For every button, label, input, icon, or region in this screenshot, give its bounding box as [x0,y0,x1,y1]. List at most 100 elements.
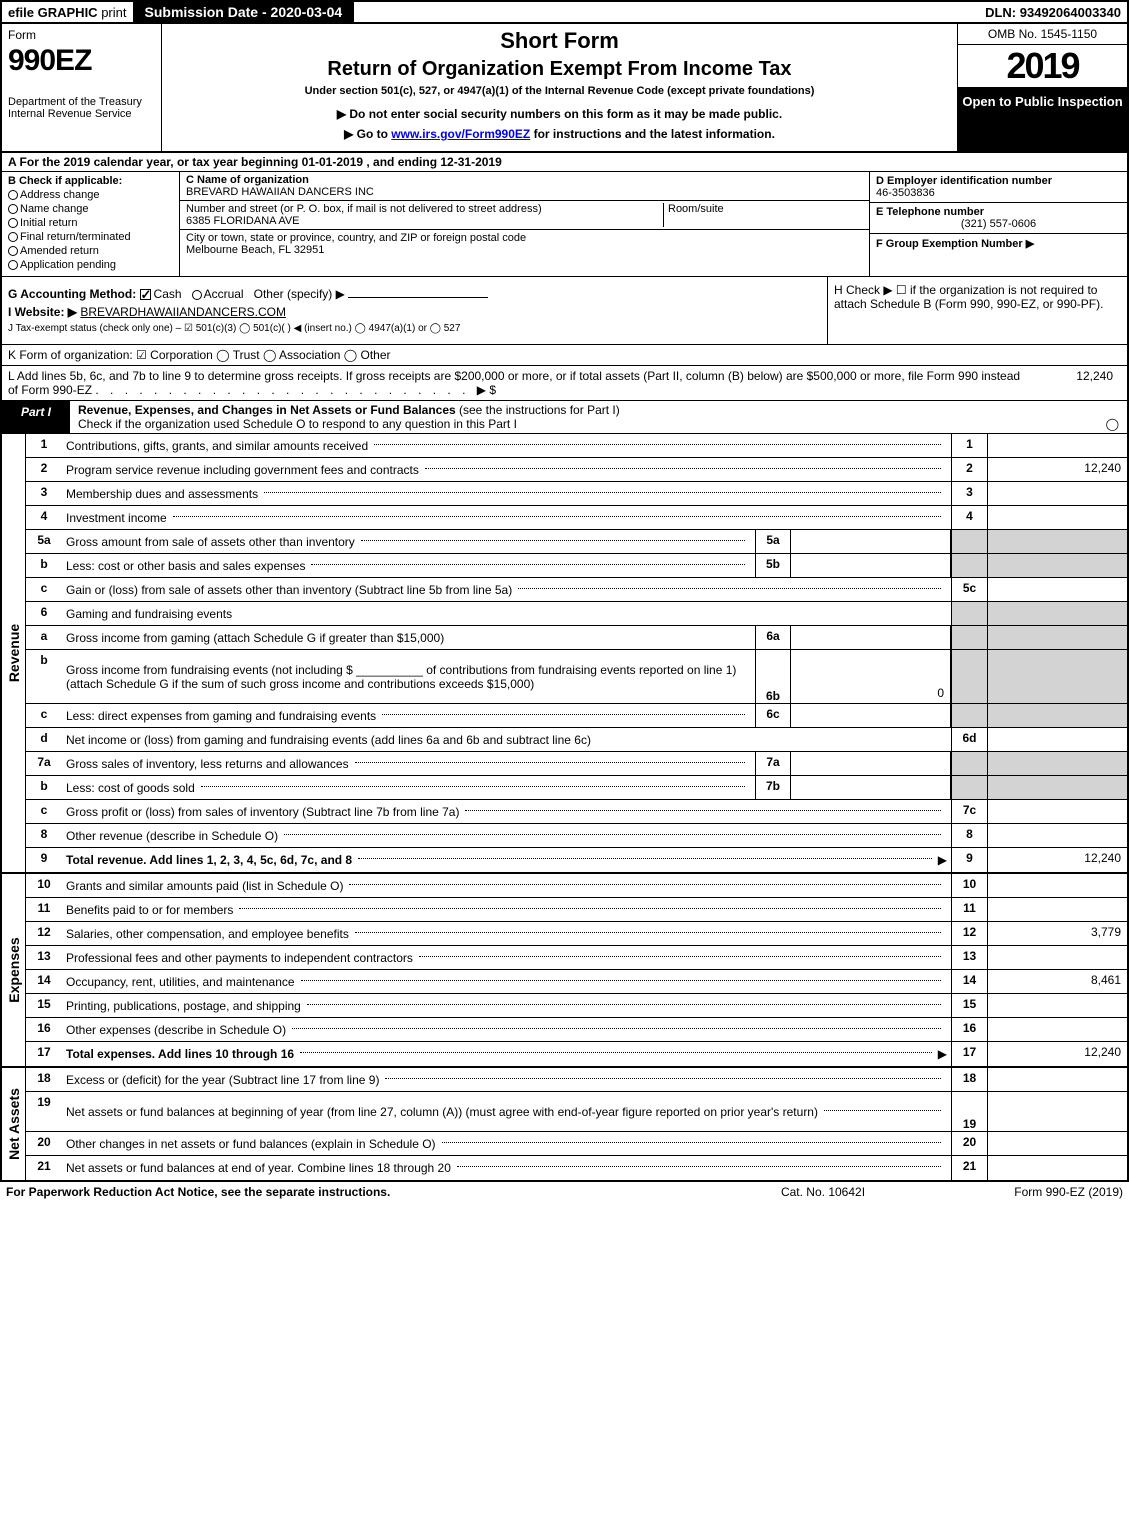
chk-address-change[interactable] [8,190,18,200]
ln6b-n: b [26,650,62,703]
efile-text: efile GRAPHIC [8,5,98,20]
ln14-rn: 14 [951,970,987,993]
g-other: Other (specify) ▶ [254,287,345,301]
ln6d-d: Net income or (loss) from gaming and fun… [66,733,591,747]
netassets-side-label: Net Assets [2,1068,26,1180]
ln12-rn: 12 [951,922,987,945]
ln13-rn: 13 [951,946,987,969]
ln7b-mv [791,776,951,799]
irs-link[interactable]: www.irs.gov/Form990EZ [391,127,530,141]
ln6-d: Gaming and fundraising events [66,607,232,621]
chk-name-change[interactable] [8,204,18,214]
street-value: 6385 FLORIDANA AVE [186,215,663,227]
website-value[interactable]: BREVARDHAWAIIANDANCERS.COM [80,305,286,319]
ln6a-rv-shade [987,626,1127,649]
ln5a-mv [791,530,951,553]
ln5c-d: Gain or (loss) from sale of assets other… [66,583,512,597]
opt-name-change: Name change [20,203,89,215]
chk-accrual[interactable] [192,290,202,300]
revenue-side-label: Revenue [2,434,26,872]
ln6-n: 6 [26,602,62,625]
ln2-rv: 12,240 [987,458,1127,481]
ln7b-mn: 7b [755,776,791,799]
form-subtitle: Under section 501(c), 527, or 4947(a)(1)… [170,85,949,97]
ln15-n: 15 [26,994,62,1017]
ln1-n: 1 [26,434,62,457]
street-label: Number and street (or P. O. box, if mail… [186,203,663,215]
dln-label: DLN: [985,5,1020,20]
ln20-d: Other changes in net assets or fund bala… [66,1137,436,1151]
ln7a-mv [791,752,951,775]
ln18-d: Excess or (deficit) for the year (Subtra… [66,1073,379,1087]
ln5a-mn: 5a [755,530,791,553]
ln21-rv [987,1156,1127,1180]
ln7a-rn-shade [951,752,987,775]
ln16-d: Other expenses (describe in Schedule O) [66,1023,286,1037]
ln7b-rv-shade [987,776,1127,799]
ln10-d: Grants and similar amounts paid (list in… [66,879,343,893]
part-1-check-o-box[interactable]: ◯ [1106,417,1119,431]
ln5b-rn-shade [951,554,987,577]
opt-application-pending: Application pending [20,259,116,271]
ln6c-rn-shade [951,704,987,727]
ln6c-n: c [26,704,62,727]
ln5c-rn: 5c [951,578,987,601]
row-a-tax-year: A For the 2019 calendar year, or tax yea… [0,153,1129,172]
ln11-rn: 11 [951,898,987,921]
part-1-check-o: Check if the organization used Schedule … [78,417,517,431]
ln7c-rn: 7c [951,800,987,823]
ln4-n: 4 [26,506,62,529]
ln9-d: Total revenue. Add lines 1, 2, 3, 4, 5c,… [66,853,352,867]
chk-cash[interactable] [140,289,151,300]
ln17-rn: 17 [951,1042,987,1066]
ln6c-rv-shade [987,704,1127,727]
ln14-n: 14 [26,970,62,993]
ln9-rv: 12,240 [987,848,1127,872]
ln14-rv: 8,461 [987,970,1127,993]
ln20-n: 20 [26,1132,62,1155]
ln18-rv [987,1068,1127,1091]
netassets-label: Net Assets [6,1088,22,1160]
print-link[interactable]: print [101,5,126,20]
irs-label: Internal Revenue Service [8,108,155,120]
ln21-n: 21 [26,1156,62,1180]
ln6d-rn: 6d [951,728,987,751]
ln2-d: Program service revenue including govern… [66,463,419,477]
ln6c-mv [791,704,951,727]
chk-final-return[interactable] [8,232,18,242]
ln3-n: 3 [26,482,62,505]
line-l-text: L Add lines 5b, 6c, and 7b to line 9 to … [8,369,1021,397]
ln19-d: Net assets or fund balances at beginning… [66,1105,818,1119]
revenue-label: Revenue [6,624,22,682]
ln3-d: Membership dues and assessments [66,487,258,501]
part-1-title: Revenue, Expenses, and Changes in Net As… [70,401,1127,433]
ln5a-d: Gross amount from sale of assets other t… [66,535,355,549]
ln12-rv: 3,779 [987,922,1127,945]
chk-initial-return[interactable] [8,218,18,228]
ln13-d: Professional fees and other payments to … [66,951,413,965]
dln-value: 93492064003340 [1020,5,1121,20]
ln5b-rv-shade [987,554,1127,577]
arrow-icon: ▶ [938,853,947,867]
submission-label: Submission Date - [145,4,271,20]
ln6b-mv: 0 [791,650,951,703]
footer-form-ref: Form 990-EZ (2019) [923,1185,1123,1199]
tel-value: (321) 557-0606 [876,218,1121,230]
ln10-n: 10 [26,874,62,897]
chk-amended-return[interactable] [8,246,18,256]
ln7c-rv [987,800,1127,823]
ln21-rn: 21 [951,1156,987,1180]
ein-value: 46-3503836 [876,187,1121,199]
ln2-n: 2 [26,458,62,481]
group-exemption-label: F Group Exemption Number ▶ [876,237,1121,250]
ln6a-mn: 6a [755,626,791,649]
ln6-rn-shade [951,602,987,625]
ghi-left: G Accounting Method: Cash Accrual Other … [2,277,827,344]
line-l-amount: 12,240 [1021,369,1121,397]
note-ssn: ▶ Do not enter social security numbers o… [170,107,949,121]
ln7b-d: Less: cost of goods sold [66,781,195,795]
part-1-header: Part I Revenue, Expenses, and Changes in… [0,401,1129,434]
g-other-blank[interactable] [348,297,488,298]
ln17-rv: 12,240 [987,1042,1127,1066]
chk-application-pending[interactable] [8,260,18,270]
